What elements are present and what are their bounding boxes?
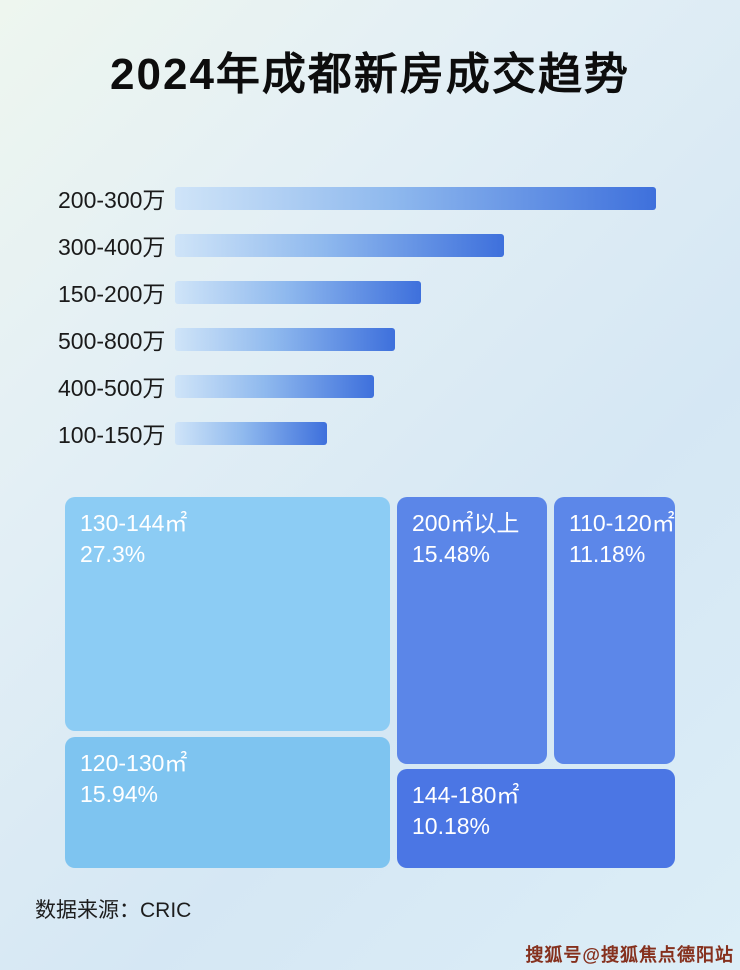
- bar-row: 400-500万: [40, 374, 698, 401]
- price-range-bar-chart: 200-300万 300-400万 150-200万 500-800万 400-…: [40, 186, 698, 448]
- bar: [175, 280, 421, 304]
- bar: [175, 327, 395, 351]
- bar-label: 200-300万: [58, 187, 166, 213]
- bar: [175, 374, 374, 398]
- treemap-block-200-plus: 200㎡以上 15.48%: [397, 497, 547, 764]
- bar: [175, 186, 657, 210]
- bar-track: [175, 186, 698, 210]
- treemap-block-label: 130-144㎡: [80, 510, 188, 536]
- treemap-block-value: 11.18%: [569, 541, 646, 568]
- bar-track: [175, 421, 698, 445]
- bar-label: 400-500万: [58, 375, 166, 401]
- treemap-block-130-144: 130-144㎡ 27.3%: [65, 497, 390, 731]
- bar-label: 300-400万: [58, 234, 166, 260]
- page-title: 2024年成都新房成交趋势: [110, 50, 630, 99]
- treemap-block-value: 27.3%: [80, 541, 146, 568]
- treemap-block-110-120: 110-120㎡ 11.18%: [554, 497, 675, 764]
- bar-row: 200-300万: [40, 186, 698, 213]
- bar-label: 150-200万: [58, 281, 166, 307]
- bar-label: 500-800万: [58, 328, 166, 354]
- bar-row: 150-200万: [40, 280, 698, 307]
- bar-row: 100-150万: [40, 421, 698, 448]
- treemap-block-label: 144-180㎡: [412, 782, 520, 808]
- bar-label: 100-150万: [58, 422, 166, 448]
- treemap-block-label: 120-130㎡: [80, 750, 188, 776]
- treemap-block-value: 15.48%: [412, 541, 491, 568]
- treemap-block-value: 15.94%: [80, 781, 159, 808]
- bar-track: [175, 233, 698, 257]
- treemap-block-label: 200㎡以上: [412, 510, 520, 536]
- bar-row: 500-800万: [40, 327, 698, 354]
- data-source: 数据来源：CRIC: [35, 899, 192, 922]
- bar-track: [175, 327, 698, 351]
- bar-row: 300-400万: [40, 233, 698, 260]
- treemap-block-value: 10.18%: [412, 813, 491, 840]
- bar: [175, 421, 327, 445]
- treemap-block-120-130: 120-130㎡ 15.94%: [65, 737, 390, 868]
- treemap-block-144-180: 144-180㎡ 10.18%: [397, 769, 675, 868]
- unit-size-treemap: 130-144㎡ 27.3% 200㎡以上 15.48% 110-120㎡ 11…: [65, 497, 675, 868]
- bar: [175, 233, 505, 257]
- bar-track: [175, 374, 698, 398]
- watermark: 搜狐号@搜狐焦点德阳站: [525, 945, 734, 965]
- bar-track: [175, 280, 698, 304]
- treemap-block-label: 110-120㎡: [569, 510, 675, 536]
